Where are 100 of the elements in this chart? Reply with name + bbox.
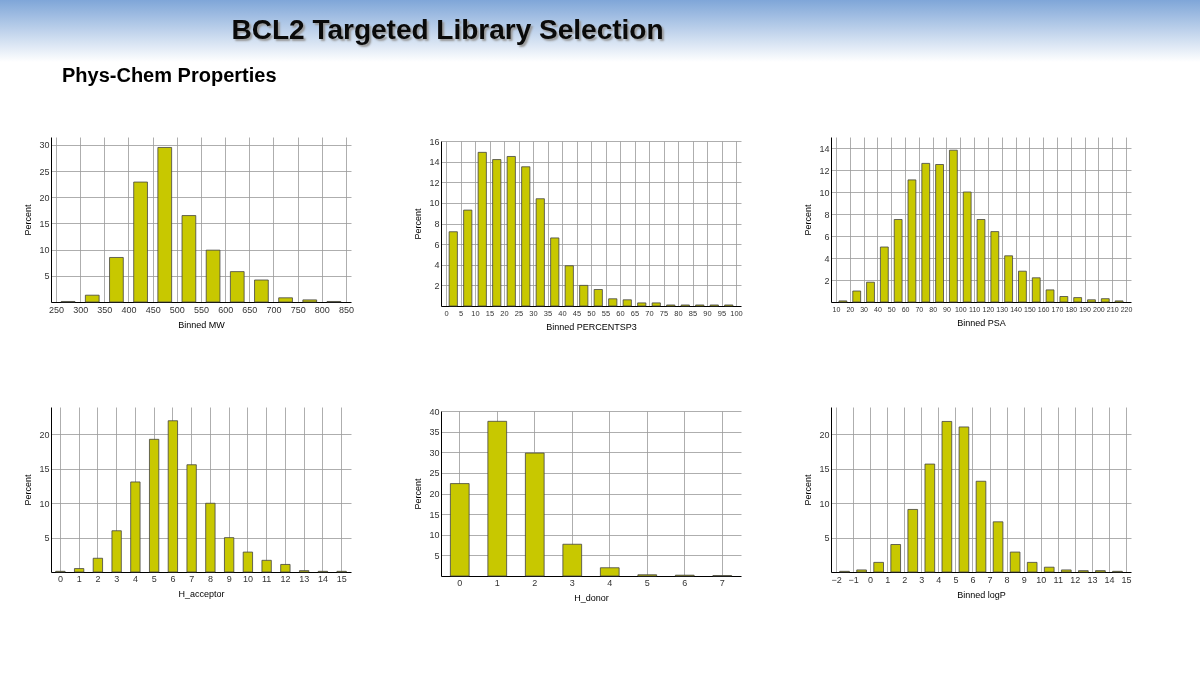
x-tick-label: 600 <box>218 304 234 315</box>
y-tick-label: 5 <box>824 533 830 544</box>
x-tick-label: 10 <box>242 573 253 584</box>
x-axis-title: H_acceptor <box>178 588 225 599</box>
y-axis-title: Percent <box>413 478 424 510</box>
x-tick-label: 8 <box>207 573 213 584</box>
x-tick-label: −1 <box>848 574 859 585</box>
bar <box>130 481 141 573</box>
y-tick-label: 4 <box>434 260 440 271</box>
y-axis-title: Percent <box>23 204 34 236</box>
x-tick-label: 6 <box>682 577 688 588</box>
x-tick-label: 850 <box>338 304 355 315</box>
chart-subtitle: Phys-Chem Properties <box>62 64 277 87</box>
x-tick-label: 9 <box>1021 574 1027 585</box>
x-tick-label: 5 <box>953 574 959 585</box>
bar <box>449 483 470 577</box>
x-tick-label: 350 <box>97 304 113 315</box>
y-tick-label: 14 <box>429 157 440 168</box>
x-tick-label: 550 <box>193 304 210 315</box>
x-tick-label: 5 <box>644 577 650 588</box>
x-axis-title: Binned PSA <box>957 317 1006 328</box>
y-tick-label: 8 <box>824 209 830 220</box>
y-tick-label: 16 <box>429 136 440 147</box>
x-axis-title: Binned MW <box>178 319 226 330</box>
x-tick-label: 6 <box>970 574 976 585</box>
y-tick-label: 15 <box>429 509 440 520</box>
x-tick-label: 3 <box>569 577 575 588</box>
x-tick-label: 4 <box>936 574 942 585</box>
y-tick-label: 20 <box>819 430 830 440</box>
bar <box>167 420 178 573</box>
y-tick-label: 4 <box>824 253 830 264</box>
x-tick-label: 6 <box>170 573 176 584</box>
y-tick-label: 20 <box>39 192 50 203</box>
x-tick-label: 400 <box>121 304 137 315</box>
bar <box>261 559 272 573</box>
text: BCL2 Targeted Library Selection <box>230 14 665 46</box>
x-tick-label: 0 <box>457 577 463 588</box>
x-tick-label: 4 <box>132 573 138 584</box>
x-tick-label: 500 <box>169 304 185 315</box>
x-tick-label: 1 <box>76 573 82 584</box>
y-axis-title: Percent <box>803 474 814 506</box>
x-tick-label: 650 <box>242 304 258 315</box>
y-tick-label: 30 <box>429 447 440 458</box>
bar <box>111 530 122 573</box>
y-tick-label: 2 <box>824 275 830 286</box>
y-tick-label: 5 <box>44 533 50 544</box>
y-tick-label: 10 <box>429 198 440 209</box>
x-tick-label: 750 <box>290 304 306 315</box>
y-tick-label: 15 <box>39 464 50 475</box>
y-tick-label: 20 <box>39 430 50 440</box>
y-axis-title: Percent <box>23 474 34 506</box>
x-tick-label: 9 <box>226 573 232 584</box>
y-tick-label: 25 <box>39 166 50 177</box>
x-tick-label: 7 <box>719 577 725 588</box>
x-tick-label: 7 <box>189 573 195 584</box>
x-tick-label: 7 <box>987 574 993 585</box>
y-tick-label: 10 <box>819 187 830 198</box>
bar <box>224 537 235 573</box>
x-tick-label: 1 <box>494 577 500 588</box>
y-tick-label: 25 <box>429 468 440 479</box>
x-tick-label: −2 <box>831 574 842 585</box>
x-tick-label: 2 <box>902 574 908 585</box>
y-tick-label: 35 <box>429 427 440 438</box>
y-tick-label: 5 <box>434 550 440 561</box>
x-tick-label: 15 <box>1121 574 1132 585</box>
x-tick-label: 8 <box>1004 574 1010 585</box>
x-tick-label: 13 <box>1087 574 1098 585</box>
x-tick-label: 800 <box>314 304 330 315</box>
x-tick-label: 3 <box>919 574 925 585</box>
x-tick-label: 700 <box>266 304 282 315</box>
x-tick-label: 12 <box>280 573 291 584</box>
y-tick-label: 12 <box>819 165 830 176</box>
bar <box>599 567 620 577</box>
x-tick-label: 5 <box>151 573 157 584</box>
x-tick-label: 0 <box>868 574 874 585</box>
bar <box>205 502 216 573</box>
x-tick-label: 2 <box>95 573 101 584</box>
x-tick-label: 3 <box>114 573 120 584</box>
y-tick-label: 8 <box>434 219 440 229</box>
x-tick-label: 0 <box>57 573 63 584</box>
bar <box>280 564 291 573</box>
x-tick-label: 1 <box>885 574 891 585</box>
y-axis-title: Percent <box>413 208 424 240</box>
x-tick-label: 450 <box>145 304 161 315</box>
y-tick-label: 20 <box>429 489 440 499</box>
x-tick-label: 11 <box>1053 574 1063 585</box>
bar <box>186 464 197 573</box>
y-tick-label: 5 <box>44 271 50 282</box>
y-tick-label: 12 <box>429 177 440 188</box>
x-tick-label: 300 <box>73 304 89 315</box>
y-tick-label: 15 <box>39 218 50 229</box>
x-tick-label: 11 <box>261 573 272 584</box>
x-tick-label: 2 <box>532 577 538 588</box>
x-tick-label: 12 <box>1070 574 1081 585</box>
bar <box>149 438 160 573</box>
y-tick-label: 15 <box>819 464 830 475</box>
bar <box>524 452 545 577</box>
x-axis-title: Binned PERCENTSP3 <box>546 321 637 332</box>
y-tick-label: 10 <box>819 498 830 509</box>
y-tick-label: 10 <box>39 245 50 256</box>
